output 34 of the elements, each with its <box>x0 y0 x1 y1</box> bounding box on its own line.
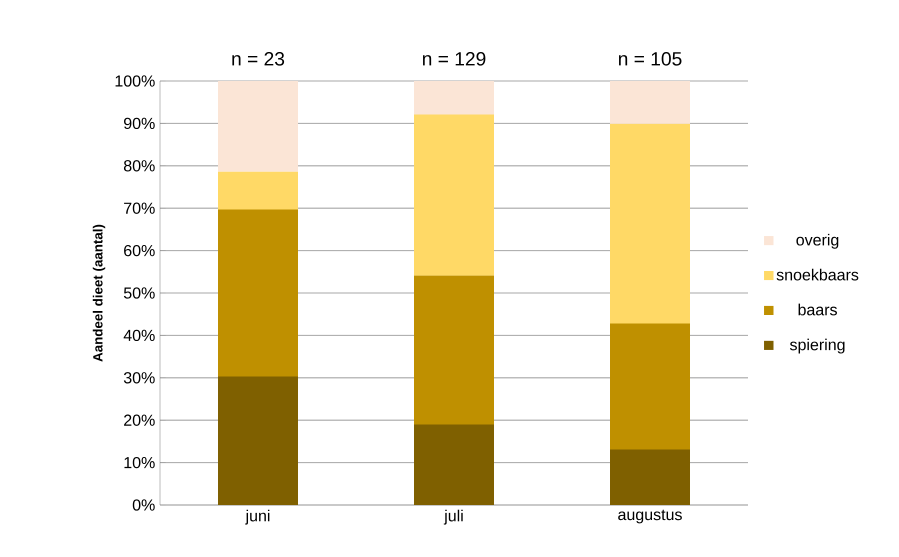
y-tick-label: 0% <box>132 499 155 511</box>
y-tick-label: 70% <box>124 202 155 214</box>
y-axis-title: Aandeel dieet (aantal) <box>92 224 106 362</box>
y-tick-label: 30% <box>124 372 155 384</box>
legend-label: snoekbaars <box>776 268 858 280</box>
x-tick-label: juni <box>245 510 270 525</box>
y-tick-label: 90% <box>124 118 155 130</box>
y-tick-label: 100% <box>116 75 155 87</box>
bar <box>610 124 690 324</box>
x-tick-label: augustus <box>618 510 682 524</box>
legend-label: spiering <box>790 338 845 354</box>
y-tick-label: 10% <box>124 456 155 468</box>
text: n = 105 <box>618 52 682 66</box>
y-tick-label: 50% <box>124 287 155 299</box>
bar <box>414 114 494 276</box>
bar <box>414 424 494 505</box>
x-tick-label: juli <box>444 510 463 525</box>
y-tick-label: 40% <box>124 330 155 342</box>
bar <box>218 80 298 172</box>
bar <box>414 276 494 424</box>
legend-label: overig <box>796 234 838 249</box>
bar <box>218 172 298 210</box>
bar <box>610 449 690 505</box>
y-tick-label: 80% <box>124 160 155 172</box>
text: n = 23 <box>232 52 284 66</box>
y-tick-label: 20% <box>124 414 155 426</box>
bar <box>218 376 298 505</box>
legend-label: baars <box>798 304 837 316</box>
text: n = 129 <box>422 52 486 66</box>
y-tick-label: 60% <box>124 244 155 256</box>
bar <box>610 80 690 124</box>
bar <box>414 80 494 114</box>
bar <box>218 209 298 377</box>
bar <box>610 324 690 450</box>
